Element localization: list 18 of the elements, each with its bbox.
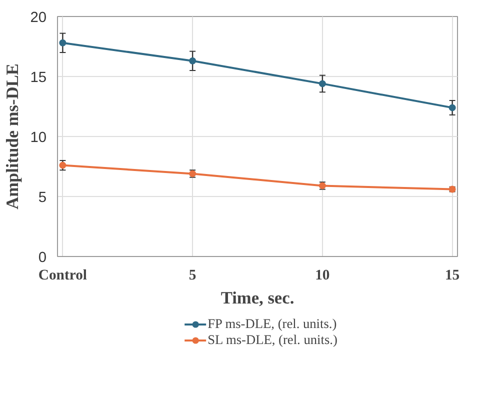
- x-tick-label: 5: [188, 268, 196, 284]
- y-tick-label: 15: [30, 70, 47, 86]
- x-tick-label: 10: [315, 268, 330, 284]
- x-axis-title: Time, sec.: [220, 288, 294, 308]
- y-axis-title: Amplitude ms-DLE: [3, 64, 22, 210]
- point: [59, 39, 66, 46]
- point: [189, 57, 196, 64]
- point: [448, 104, 456, 112]
- y-tick-label: 20: [30, 10, 47, 26]
- x-tick-label: Control: [38, 268, 87, 284]
- y-tick-label: 5: [38, 190, 47, 206]
- y-tick-label: 0: [38, 250, 47, 266]
- x-tick-label: 15: [444, 268, 460, 284]
- point: [318, 80, 326, 88]
- legend-label: SL ms-DLE, (rel. units.): [208, 332, 338, 348]
- y-tick-label: 10: [30, 130, 47, 146]
- point: [59, 162, 66, 169]
- legend-label: FP ms-DLE, (rel. units.): [208, 316, 337, 332]
